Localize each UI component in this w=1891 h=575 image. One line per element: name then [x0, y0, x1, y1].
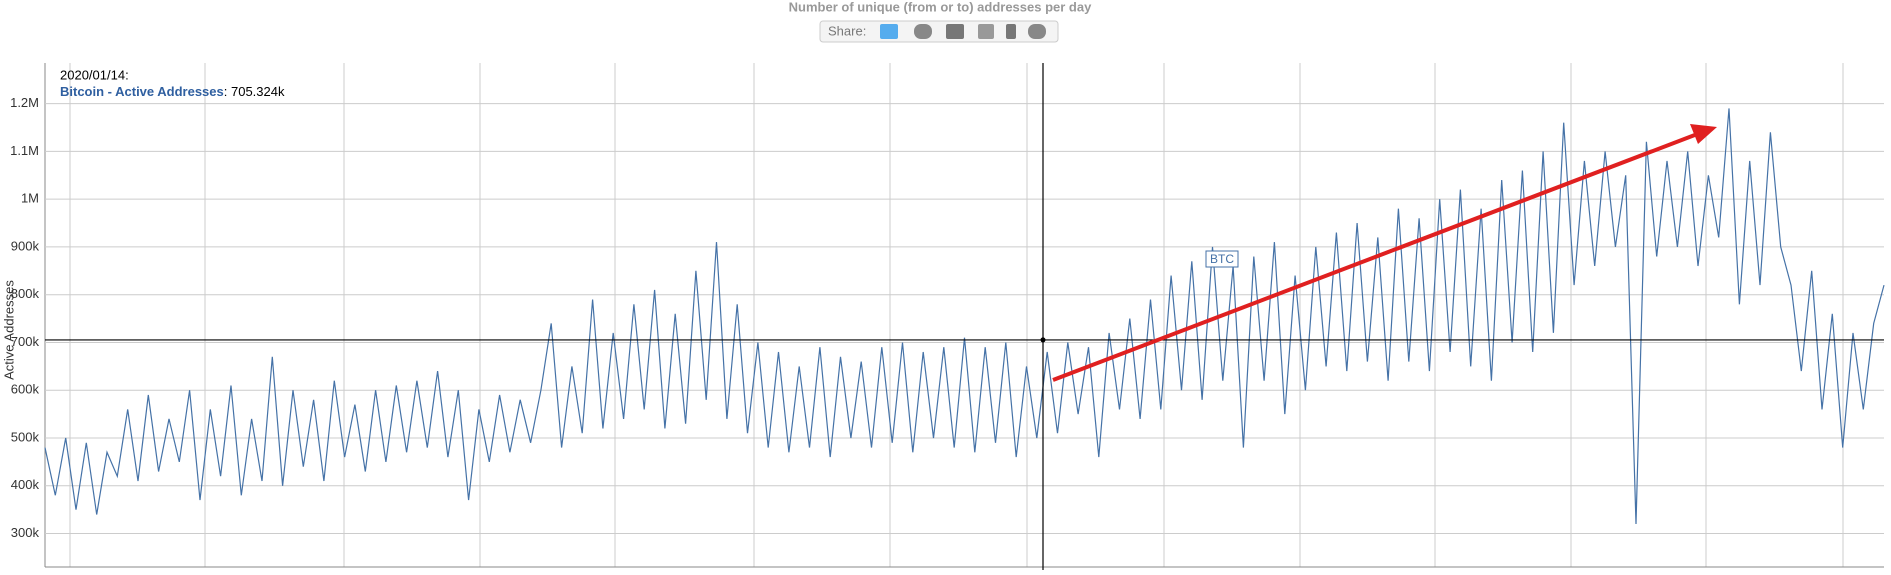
y-axis-label: Active Addresses [1, 280, 16, 380]
y-tick-label: 400k [11, 477, 40, 492]
y-tick-label: 900k [11, 238, 40, 253]
y-tick-label: 1.1M [10, 143, 39, 158]
share-bar[interactable]: Share: [819, 20, 1059, 43]
trend-arrow-head [1690, 124, 1717, 144]
annotation-box [1205, 250, 1239, 268]
vk-icon[interactable] [946, 24, 964, 39]
twitter-icon[interactable] [880, 24, 898, 39]
y-tick-label: 600k [11, 382, 40, 397]
y-tick-label: 500k [11, 429, 40, 444]
tooltip-text: Bitcoin - Active Addresses: 705.324k [60, 84, 285, 99]
y-tick-label: 800k [11, 286, 40, 301]
like-icon[interactable] [978, 24, 994, 39]
tooltip-date: 2020/01/14: [60, 67, 129, 82]
facebook-icon[interactable] [1006, 24, 1016, 39]
y-tick-label: 700k [11, 334, 40, 349]
reddit-icon[interactable] [914, 24, 932, 39]
vertical-grid [69, 63, 1844, 567]
share-label: Share: [828, 23, 866, 38]
annotation-label: BTC [1210, 252, 1234, 266]
weibo-icon[interactable] [1028, 24, 1046, 39]
share-box [819, 20, 1059, 43]
chart-title: Number of unique (from or to) addresses … [789, 0, 1092, 14]
tooltip-series: Bitcoin - Active Addresses [60, 84, 224, 99]
data-line [44, 108, 1885, 525]
crosshair-point [1040, 337, 1046, 343]
tooltip-value: : 705.324k [224, 84, 285, 99]
y-tick-label: 1.2M [10, 95, 39, 110]
trend-arrow [1052, 131, 1701, 382]
y-tick-label: 1M [21, 191, 39, 206]
y-tick-label: 300k [11, 525, 40, 540]
